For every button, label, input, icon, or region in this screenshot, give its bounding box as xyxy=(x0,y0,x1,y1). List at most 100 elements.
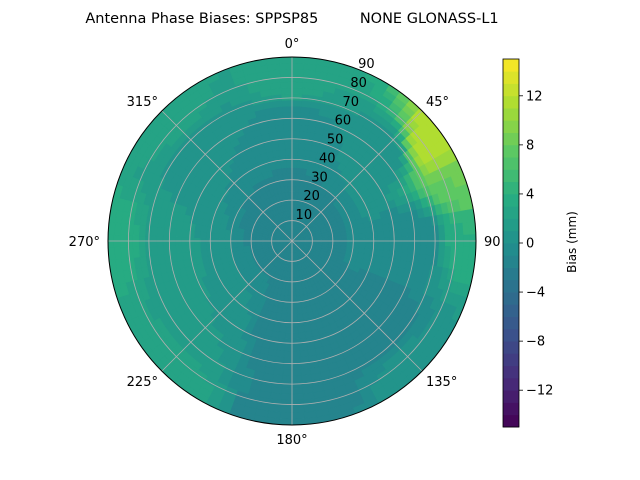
colorbar-segment xyxy=(503,132,519,146)
heatmap-cell xyxy=(444,246,452,259)
heatmap-cell xyxy=(358,232,366,239)
heatmap-cell xyxy=(281,93,293,101)
heatmap-cell xyxy=(280,75,293,83)
colorbar-segment xyxy=(503,328,519,342)
heatmap-cell xyxy=(383,243,391,252)
azimuth-tick-label: 90 xyxy=(484,235,501,250)
heatmap-cell xyxy=(205,231,214,239)
heatmap-cell xyxy=(370,231,379,239)
heatmap-cell xyxy=(113,222,122,236)
heatmap-cell xyxy=(291,326,299,334)
heatmap-cell xyxy=(291,124,301,132)
heatmap-cell xyxy=(298,343,308,352)
heatmap-cell xyxy=(377,231,385,239)
heatmap-cell xyxy=(187,229,195,238)
heatmap-cell xyxy=(181,244,189,253)
colorbar-segment xyxy=(503,353,519,367)
heatmap-cell xyxy=(282,105,293,113)
heatmap-cell xyxy=(298,142,307,151)
heatmap-cell xyxy=(395,244,403,253)
heatmap-cell xyxy=(283,118,293,126)
heatmap-cell xyxy=(276,343,286,352)
heatmap-cell xyxy=(280,399,293,407)
heatmap-cell xyxy=(370,225,378,233)
heatmap-cell xyxy=(444,223,452,236)
radial-tick-label: 60 xyxy=(335,114,352,129)
heatmap-cell xyxy=(278,57,293,64)
heatmap-cell xyxy=(126,246,134,259)
heatmap-cell xyxy=(279,405,293,414)
colorbar-segment xyxy=(503,365,519,379)
heatmap-cell xyxy=(364,243,373,250)
colorbar-segment xyxy=(503,95,519,109)
heatmap-cell xyxy=(279,155,287,163)
colorbar-segment xyxy=(503,193,519,207)
heatmap-cell xyxy=(296,307,303,315)
colorbar-segment xyxy=(503,341,519,354)
heatmap-cell xyxy=(291,62,305,70)
heatmap-cell xyxy=(283,350,293,358)
heatmap-cell xyxy=(438,245,446,258)
heatmap-cell xyxy=(389,244,397,253)
heatmap-cell xyxy=(291,320,299,328)
heatmap-cell xyxy=(279,62,293,70)
colorbar-tick-label: 0 xyxy=(526,237,534,252)
heatmap-cell xyxy=(276,130,286,139)
colorbar-segment xyxy=(503,243,519,256)
colorbar-segment xyxy=(503,218,519,232)
heatmap-cell xyxy=(431,225,440,237)
azimuth-tick-label: 270° xyxy=(69,235,100,250)
heatmap-cell xyxy=(181,229,189,238)
heatmap-cell xyxy=(287,185,293,193)
heatmap-cell xyxy=(193,230,201,239)
heatmap-cell xyxy=(291,369,302,377)
heatmap-cell xyxy=(299,124,309,132)
colorbar-segment xyxy=(503,206,519,219)
heatmap-cell xyxy=(291,75,304,83)
heatmap-cell xyxy=(280,387,293,395)
heatmap-cell xyxy=(282,369,293,377)
heatmap-cell xyxy=(291,375,303,383)
heatmap-cell xyxy=(279,412,293,420)
heatmap-cell xyxy=(298,331,307,340)
heatmap-cell xyxy=(138,245,146,258)
radial-tick-label: 40 xyxy=(319,151,336,166)
colorbar-segment xyxy=(503,402,519,416)
heatmap-cell xyxy=(364,226,372,234)
colorbar: −12 −8 −4 0 4 8 12 xyxy=(502,58,553,428)
azimuth-tick-labels: 0° 45° 90 135° 180° 225° 270° 315° xyxy=(69,37,501,448)
heatmap-cell xyxy=(156,245,165,256)
heatmap-cell xyxy=(291,167,298,175)
heatmap-cell xyxy=(431,245,440,257)
heatmap-cell xyxy=(281,375,293,383)
heatmap-cell xyxy=(236,242,244,248)
heatmap-cell xyxy=(288,197,293,205)
heatmap-cell xyxy=(284,338,293,346)
heatmap-cell xyxy=(419,245,428,256)
heatmap-cell xyxy=(286,314,293,322)
heatmap-cell xyxy=(291,332,300,340)
heatmap-cell xyxy=(283,130,293,138)
azimuth-tick-label: 315° xyxy=(127,95,158,110)
heatmap-cell xyxy=(364,232,373,239)
heatmap-cell xyxy=(346,234,354,240)
colorbar-segment xyxy=(503,316,519,330)
heatmap-cell xyxy=(450,246,458,259)
heatmap-cell xyxy=(291,118,301,126)
heatmap-cell xyxy=(277,136,286,145)
heatmap-cell xyxy=(401,244,409,254)
heatmap-cell xyxy=(126,223,134,236)
colorbar-segment xyxy=(503,59,519,72)
azimuth-gridline xyxy=(161,240,293,372)
colorbar-segment xyxy=(503,292,519,305)
colorbar-segment xyxy=(503,169,519,183)
heatmap-cell xyxy=(456,222,464,236)
heatmap-cell xyxy=(132,246,140,259)
heatmap-cell xyxy=(462,222,471,236)
heatmap-cell xyxy=(297,148,306,157)
colorbar-segment xyxy=(503,255,519,268)
heatmap-cell xyxy=(279,68,293,77)
heatmap-cell xyxy=(281,167,288,175)
heatmap-cell xyxy=(291,405,305,414)
heatmap-cell xyxy=(281,99,293,107)
